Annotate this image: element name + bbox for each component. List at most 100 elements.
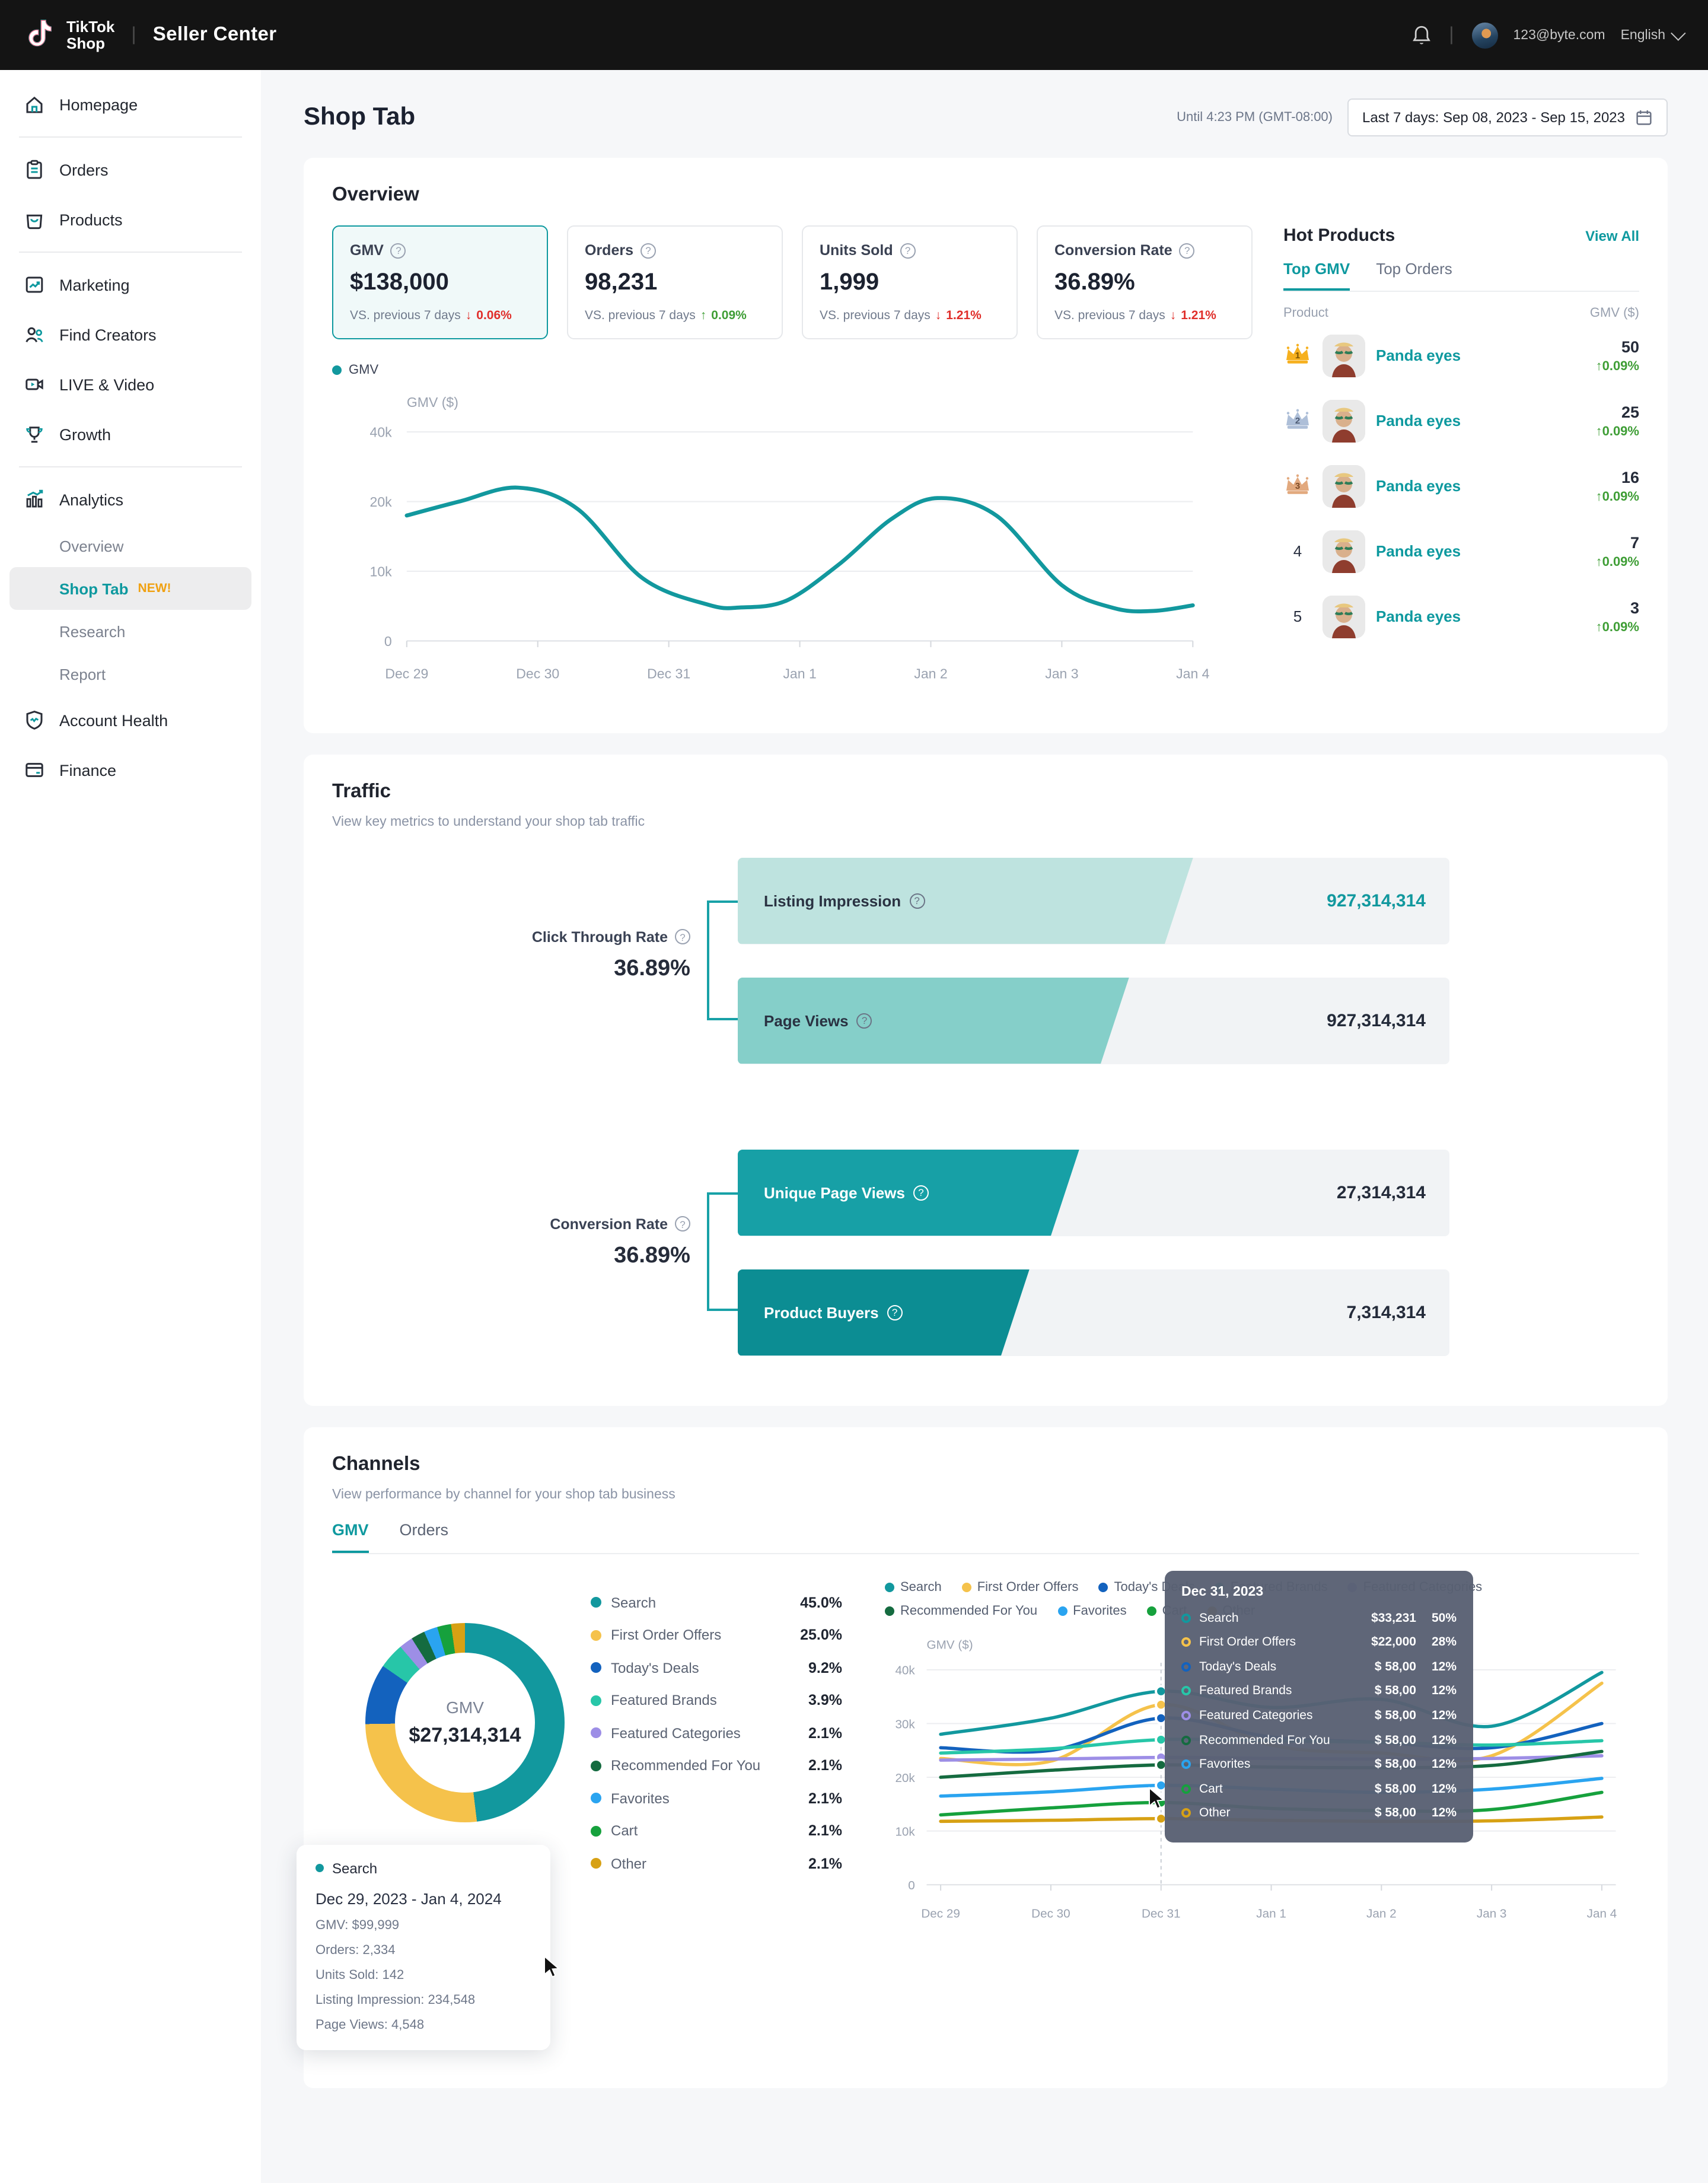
legend-item-today-s-deals[interactable]: Today's Deals 9.2% <box>591 1659 842 1676</box>
svg-text:Dec 30: Dec 30 <box>1031 1907 1070 1920</box>
date-range-picker[interactable]: Last 7 days: Sep 08, 2023 - Sep 15, 2023 <box>1347 98 1668 136</box>
hot-product-row[interactable]: 2 Panda eyes 25 ↑0.09% <box>1283 388 1639 453</box>
chevron-down-icon <box>1671 26 1686 41</box>
sidebar-subitem-report[interactable]: Report <box>0 653 261 695</box>
legend-name: Today's Deals <box>611 1659 699 1676</box>
ctr-value: 36.89% <box>614 956 690 981</box>
help-icon[interactable]: ? <box>675 1216 690 1232</box>
help-icon[interactable]: ? <box>640 243 656 258</box>
funnel-fill <box>738 977 1129 1064</box>
funnel-value: 27,314,314 <box>1336 1182 1426 1203</box>
sidebar-item-live-video[interactable]: LIVE & Video <box>0 359 261 409</box>
gmv-value: 16 <box>1621 468 1639 486</box>
channels-title: Channels <box>332 1453 420 1475</box>
svg-text:Jan 4: Jan 4 <box>1587 1907 1617 1920</box>
product-name[interactable]: Panda eyes <box>1376 607 1461 625</box>
legend-item-recommended-for-you[interactable]: Recommended For You 2.1% <box>591 1757 842 1774</box>
sidebar-subitem-shop-tab[interactable]: Shop Tab NEW! <box>9 567 251 610</box>
sidebar-item-orders[interactable]: Orders <box>0 145 261 195</box>
view-all-link[interactable]: View All <box>1585 227 1639 244</box>
legend-item-first-order-offers[interactable]: First Order Offers <box>961 1580 1079 1595</box>
funnel-label-text: Listing Impression <box>764 892 901 910</box>
legend-name: Cart <box>611 1822 638 1840</box>
product-name[interactable]: Panda eyes <box>1376 542 1461 560</box>
legend-item-favorites[interactable]: Favorites 2.1% <box>591 1790 842 1806</box>
help-icon[interactable]: ? <box>390 243 406 258</box>
sidebar-item-marketing[interactable]: Marketing <box>0 260 261 310</box>
legend-item-featured-brands[interactable]: Featured Brands 3.9% <box>591 1692 842 1708</box>
tab-gmv[interactable]: GMV <box>332 1520 369 1553</box>
funnel-label: Unique Page Views? <box>764 1149 929 1236</box>
legend-pct: 2.1% <box>808 1790 842 1807</box>
funnel-fill <box>738 1149 1079 1236</box>
help-icon[interactable]: ? <box>900 243 916 258</box>
tooltip-value: $33,231 <box>1371 1611 1416 1625</box>
tab-top-gmv[interactable]: Top GMV <box>1283 260 1350 291</box>
hot-product-row[interactable]: 4 Panda eyes 7 ↑0.09% <box>1283 518 1639 584</box>
sidebar-item-homepage[interactable]: Homepage <box>0 79 261 129</box>
series-ring-icon <box>1181 1808 1191 1818</box>
help-icon[interactable]: ? <box>1179 243 1195 258</box>
help-icon[interactable]: ? <box>913 1185 929 1201</box>
help-icon[interactable]: ? <box>675 929 690 945</box>
tab-top-orders[interactable]: Top Orders <box>1376 260 1452 278</box>
language-selector[interactable]: English <box>1621 26 1686 42</box>
avatar[interactable] <box>1471 22 1498 48</box>
crown-icon <box>1286 473 1309 494</box>
legend-item-featured-categories[interactable]: Featured Categories 2.1% <box>591 1724 842 1741</box>
tooltip-series-name: Search <box>1199 1611 1239 1625</box>
sidebar-item-growth[interactable]: Growth <box>0 409 261 459</box>
sidebar-subitem-research[interactable]: Research <box>0 610 261 653</box>
product-name[interactable]: Panda eyes <box>1376 412 1461 429</box>
sidebar-item-analytics[interactable]: Analytics <box>0 475 261 524</box>
product-image <box>1323 399 1365 442</box>
legend-item-recommended-for-you[interactable]: Recommended For You <box>885 1603 1037 1618</box>
hot-product-row[interactable]: 5 Panda eyes 3 ↑0.09% <box>1283 584 1639 649</box>
date-range-label: Last 7 days: Sep 08, 2023 - Sep 15, 2023 <box>1362 109 1625 126</box>
hot-product-row[interactable]: 3 Panda eyes 16 ↑0.09% <box>1283 453 1639 518</box>
legend-item-search[interactable]: Search 45.0% <box>591 1594 842 1611</box>
legend-name: Favorites <box>611 1790 670 1807</box>
legend-dot <box>591 1858 601 1869</box>
svg-text:Jan 1: Jan 1 <box>1256 1907 1286 1920</box>
tab-orders[interactable]: Orders <box>399 1520 449 1539</box>
gmv-value: 7 <box>1630 533 1639 551</box>
metric-card-gmv[interactable]: GMV? $138,000 VS. previous 7 days ↓ 0.06% <box>332 225 548 339</box>
gmv-delta: ↑0.09% <box>1595 555 1639 569</box>
legend-item-cart[interactable]: Cart 2.1% <box>591 1822 842 1839</box>
funnel-bar-unique-page-views[interactable]: Unique Page Views? 27,314,314 <box>738 1149 1449 1236</box>
sidebar-item-finance[interactable]: Finance <box>0 745 261 795</box>
sidebar-item-products[interactable]: Products <box>0 195 261 244</box>
sidebar-item-account-health[interactable]: Account Health <box>0 695 261 745</box>
legend-item-first-order-offers[interactable]: First Order Offers 25.0% <box>591 1627 842 1643</box>
gmv-value: 3 <box>1630 599 1639 616</box>
product-name[interactable]: Panda eyes <box>1376 346 1461 364</box>
funnel-bar-product-buyers[interactable]: Product Buyers? 7,314,314 <box>738 1269 1449 1356</box>
funnel-bar-listing-impression[interactable]: Listing Impression? 927,314,314 <box>738 857 1449 944</box>
legend-name: First Order Offers <box>977 1580 1079 1595</box>
gmv-donut-chart[interactable] <box>365 1622 565 1822</box>
legend-item-other[interactable]: Other 2.1% <box>591 1855 842 1872</box>
sidebar-subitem-overview[interactable]: Overview <box>0 524 261 567</box>
hot-product-row[interactable]: 1 Panda eyes 50 ↑0.09% <box>1283 323 1639 388</box>
metric-card-units-sold[interactable]: Units Sold? 1,999 VS. previous 7 days ↓ 1.21… <box>802 225 1018 339</box>
account-email[interactable]: 123@byte.com <box>1513 28 1605 42</box>
metric-label: Units Sold? <box>820 242 1000 259</box>
funnel-bar-page-views[interactable]: Page Views? 927,314,314 <box>738 977 1449 1064</box>
legend-item-search[interactable]: Search <box>885 1580 942 1594</box>
legend-pct: 9.2% <box>808 1659 842 1676</box>
help-icon[interactable]: ? <box>887 1304 903 1320</box>
sidebar-subitem-label: Report <box>59 665 106 683</box>
metric-card-orders[interactable]: Orders? 98,231 VS. previous 7 days ↑ 0.09% <box>567 225 783 339</box>
notifications-bell-icon[interactable] <box>1411 24 1431 46</box>
svg-text:GMV ($): GMV ($) <box>926 1637 973 1651</box>
legend-name: Recommended For You <box>611 1757 761 1774</box>
metric-card-conversion-rate[interactable]: Conversion Rate? 36.89% VS. previous 7 day… <box>1037 225 1253 339</box>
help-icon[interactable]: ? <box>856 1013 872 1029</box>
sidebar-item-find-creators[interactable]: Find Creators <box>0 310 261 359</box>
legend-item-favorites[interactable]: Favorites <box>1057 1603 1127 1618</box>
legend-dot <box>591 1825 601 1837</box>
tiktok-shop-logo[interactable]: TikTok Shop <box>26 17 114 53</box>
help-icon[interactable]: ? <box>909 893 925 909</box>
product-name[interactable]: Panda eyes <box>1376 477 1461 495</box>
